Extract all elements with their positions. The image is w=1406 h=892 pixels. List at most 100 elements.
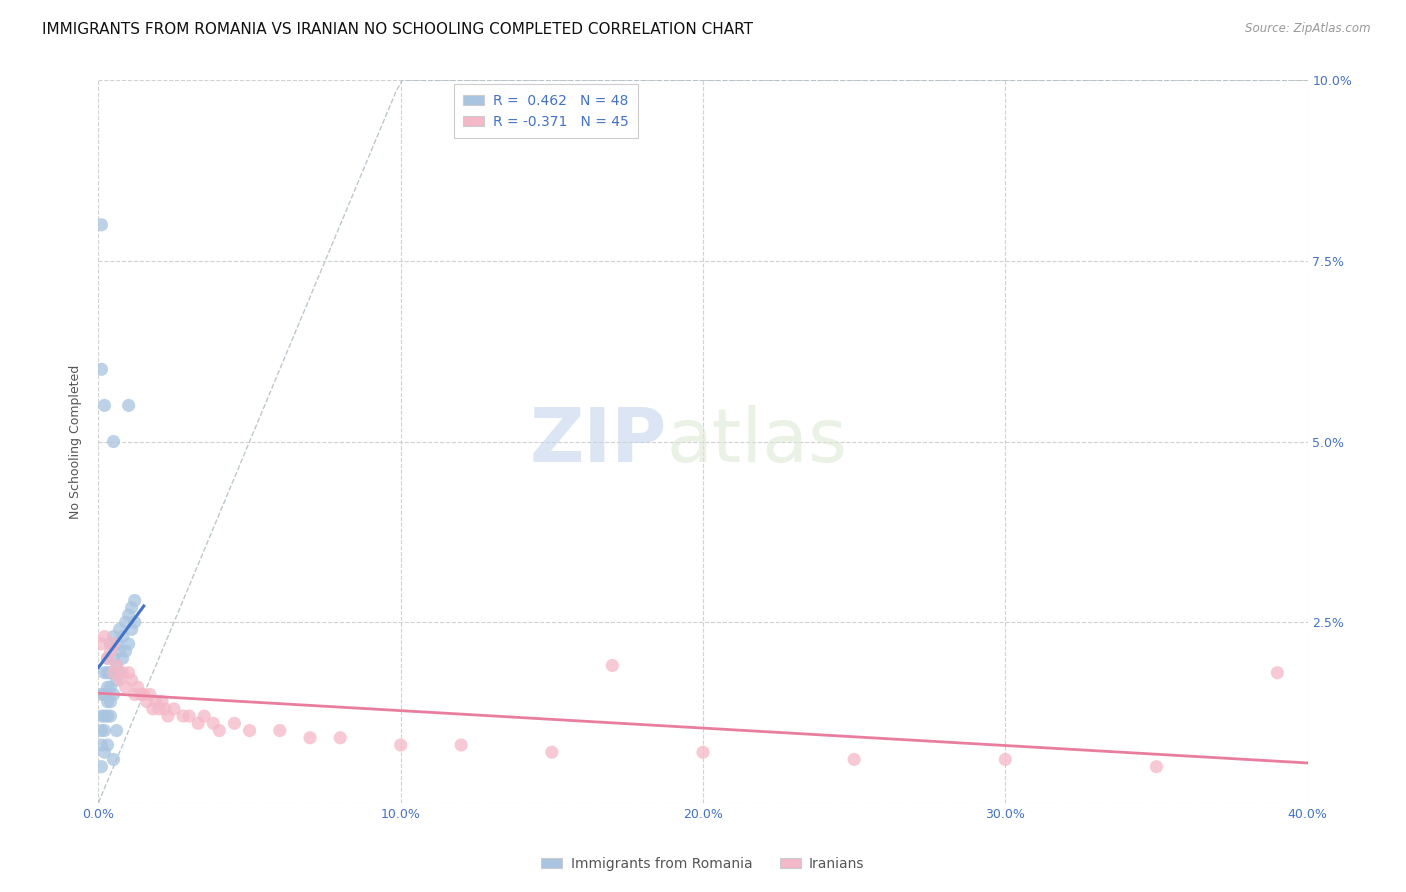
Point (118, 665, 141, 680)
Point (108, 673, 131, 687)
Text: atlas: atlas (666, 405, 848, 478)
Point (114, 680, 136, 694)
Point (90, 709, 112, 723)
Point (118, 398, 141, 412)
Point (90, 738, 112, 752)
Point (108, 665, 131, 680)
Point (129, 687, 152, 701)
Point (93, 398, 115, 412)
Point (105, 723, 128, 738)
Point (193, 709, 215, 723)
Point (135, 695, 157, 709)
Point (100, 644, 122, 658)
Point (108, 623, 131, 637)
Point (124, 593, 146, 607)
Point (96, 651, 118, 665)
Point (100, 637, 122, 651)
Point (96, 665, 118, 680)
Point (269, 723, 291, 738)
Point (90, 362, 112, 376)
Point (121, 673, 143, 687)
Point (118, 607, 141, 622)
Point (1267, 665, 1289, 680)
Point (389, 738, 412, 752)
Point (103, 687, 125, 701)
Point (329, 731, 352, 745)
Point (132, 687, 155, 701)
Point (93, 665, 115, 680)
Point (103, 637, 125, 651)
Point (692, 745, 714, 759)
Point (299, 731, 322, 745)
Point (124, 687, 146, 701)
Legend: Immigrants from Romania, Iranians: Immigrants from Romania, Iranians (536, 851, 870, 876)
Text: IMMIGRANTS FROM ROMANIA VS IRANIAN NO SCHOOLING COMPLETED CORRELATION CHART: IMMIGRANTS FROM ROMANIA VS IRANIAN NO SC… (42, 22, 754, 37)
Point (121, 600, 143, 615)
Point (127, 680, 149, 694)
Point (96, 738, 118, 752)
Point (202, 716, 225, 731)
Point (172, 709, 194, 723)
Point (153, 702, 176, 716)
Text: ZIP: ZIP (530, 405, 666, 478)
Point (148, 702, 170, 716)
Point (90, 723, 112, 738)
Legend: R =  0.462   N = 48, R = -0.371   N = 45: R = 0.462 N = 48, R = -0.371 N = 45 (454, 84, 638, 138)
Point (142, 702, 165, 716)
Point (150, 695, 173, 709)
Point (111, 665, 134, 680)
Point (90, 687, 112, 701)
Point (100, 665, 122, 680)
Point (540, 745, 562, 759)
Point (96, 695, 118, 709)
Point (93, 723, 115, 738)
Point (450, 738, 472, 752)
Point (105, 658, 128, 673)
Point (114, 644, 136, 658)
Point (994, 752, 1017, 766)
Point (103, 665, 125, 680)
Point (103, 434, 125, 449)
Point (156, 709, 179, 723)
Point (114, 615, 136, 630)
Point (96, 651, 118, 665)
Point (93, 745, 115, 759)
Point (111, 630, 134, 644)
Point (100, 709, 122, 723)
Point (103, 752, 125, 766)
Point (108, 644, 131, 658)
Point (224, 716, 246, 731)
Point (103, 665, 125, 680)
Point (93, 687, 115, 701)
Point (602, 658, 624, 673)
Point (96, 709, 118, 723)
Point (844, 752, 866, 766)
Point (121, 623, 143, 637)
Point (179, 709, 201, 723)
Point (100, 695, 122, 709)
Point (103, 630, 125, 644)
Point (163, 702, 186, 716)
Point (187, 716, 209, 731)
Point (105, 673, 128, 687)
Point (93, 630, 115, 644)
Point (118, 637, 141, 651)
Point (111, 651, 134, 665)
Point (105, 658, 128, 673)
Point (239, 723, 262, 738)
Point (90, 218, 112, 232)
Y-axis label: No Schooling Completed: No Schooling Completed (69, 365, 83, 518)
Point (90, 637, 112, 651)
Point (1144, 760, 1167, 774)
Point (124, 615, 146, 630)
Point (90, 760, 112, 774)
Point (96, 680, 118, 694)
Text: Source: ZipAtlas.com: Source: ZipAtlas.com (1246, 22, 1371, 36)
Point (145, 695, 167, 709)
Point (105, 637, 128, 651)
Point (103, 651, 125, 665)
Point (100, 680, 122, 694)
Point (93, 709, 115, 723)
Point (208, 723, 231, 738)
Point (139, 687, 162, 701)
